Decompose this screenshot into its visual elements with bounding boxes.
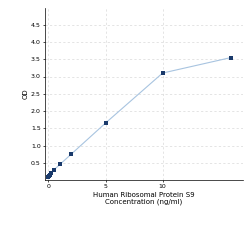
Point xyxy=(58,162,62,166)
Y-axis label: OD: OD xyxy=(22,88,28,99)
Point xyxy=(160,71,164,75)
Point xyxy=(48,173,52,177)
Point xyxy=(69,152,73,156)
Point xyxy=(47,174,51,178)
Point xyxy=(49,171,53,175)
Point xyxy=(52,168,56,172)
Point xyxy=(46,174,50,178)
Point xyxy=(104,121,108,125)
Point xyxy=(229,56,233,60)
X-axis label: Human Ribosomal Protein S9
Concentration (ng/ml): Human Ribosomal Protein S9 Concentration… xyxy=(93,192,194,205)
